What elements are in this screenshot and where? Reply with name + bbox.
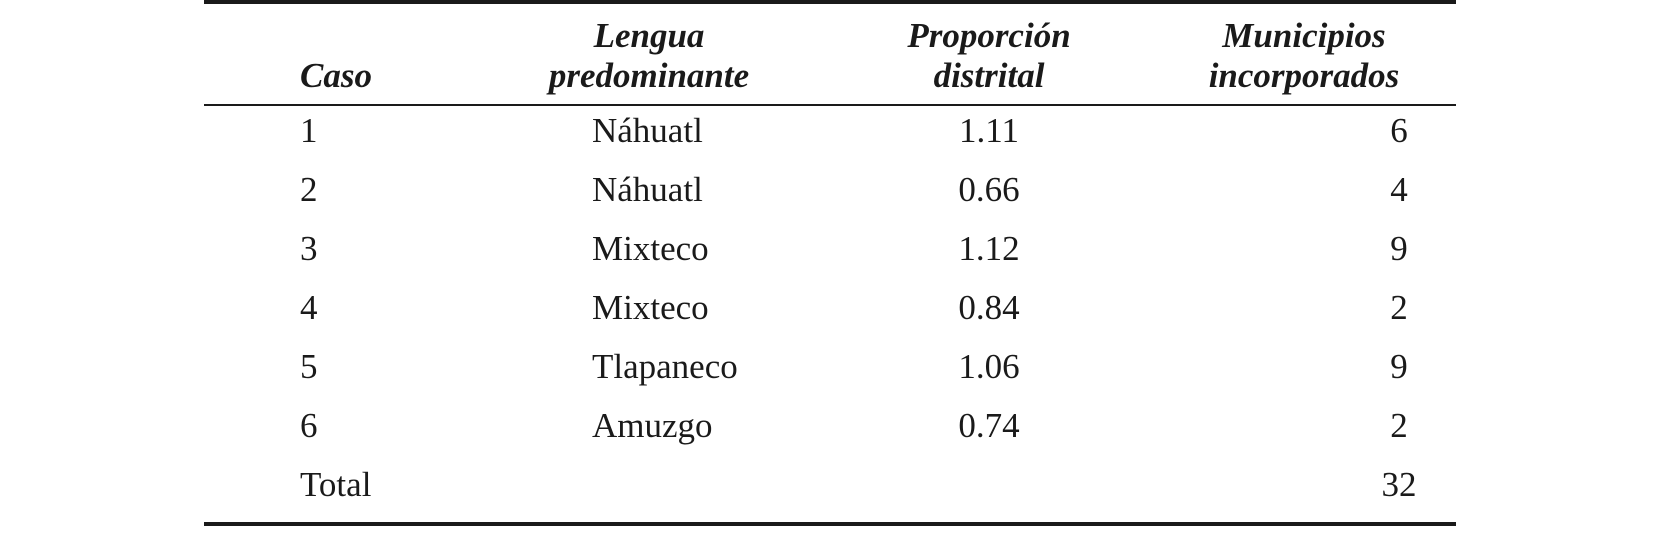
cell-caso: 4 (300, 288, 318, 327)
cell-caso: 2 (300, 170, 318, 209)
cell-municipios: 2 (1390, 406, 1408, 445)
cell-caso: 5 (300, 347, 318, 386)
cell-lengua: Tlapaneco (592, 347, 738, 386)
header-lengua: Lengua predominante (548, 16, 750, 95)
cell-caso: 6 (300, 406, 318, 445)
cell-caso: 3 (300, 229, 318, 268)
table-row: 4 Mixteco 0.84 2 (204, 278, 1456, 337)
data-table: Caso Lengua predominante Proporción dist… (204, 0, 1456, 540)
cell-proporcion: 1.12 (958, 229, 1020, 268)
cell-municipios: 4 (1390, 170, 1408, 209)
table-row: 1 Náhuatl 1.11 6 (204, 101, 1456, 160)
header-caso: Caso (300, 56, 372, 95)
table-bottom-rule (204, 522, 1456, 526)
header-proporcion: Proporción distrital (907, 16, 1071, 95)
cell-proporcion: 1.11 (959, 111, 1019, 150)
cell-proporcion: 0.84 (958, 288, 1020, 327)
cell-municipios: 9 (1390, 229, 1408, 268)
cell-proporcion: 0.66 (958, 170, 1020, 209)
cell-lengua: Náhuatl (592, 170, 703, 209)
total-label: Total (300, 465, 372, 504)
table-row: 2 Náhuatl 0.66 4 (204, 160, 1456, 219)
cell-municipios: 6 (1390, 111, 1408, 150)
cell-proporcion: 1.06 (958, 347, 1020, 386)
cell-municipios: 9 (1390, 347, 1408, 386)
header-municipios: Municipios incorporados (1208, 16, 1400, 95)
cell-lengua: Mixteco (592, 229, 709, 268)
cell-proporcion: 0.74 (958, 406, 1020, 445)
table-row: 5 Tlapaneco 1.06 9 (204, 337, 1456, 396)
cell-caso: 1 (300, 111, 318, 150)
total-municipios: 32 (1381, 465, 1417, 504)
table-top-rule (204, 0, 1456, 4)
table-header-rule (204, 104, 1456, 106)
table-total-row: Total 32 (204, 455, 1456, 514)
cell-municipios: 2 (1390, 288, 1408, 327)
cell-lengua: Náhuatl (592, 111, 703, 150)
table-row: 3 Mixteco 1.12 9 (204, 219, 1456, 278)
table-row: 6 Amuzgo 0.74 2 (204, 396, 1456, 455)
cell-lengua: Mixteco (592, 288, 709, 327)
cell-lengua: Amuzgo (592, 406, 713, 445)
